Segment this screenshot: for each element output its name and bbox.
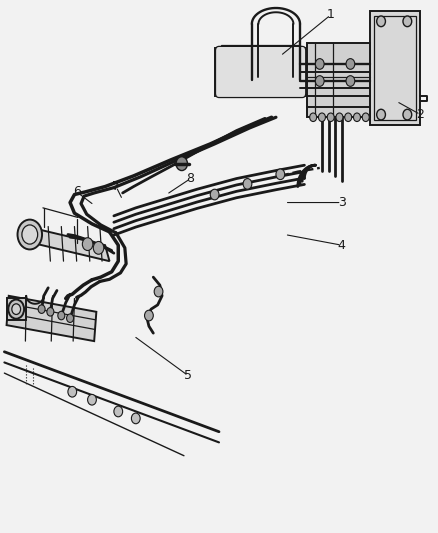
Circle shape (318, 113, 325, 122)
Circle shape (403, 16, 412, 27)
Circle shape (22, 225, 38, 244)
Text: 8: 8 (187, 172, 194, 185)
Circle shape (38, 305, 45, 313)
Circle shape (377, 16, 385, 27)
Circle shape (336, 113, 343, 122)
Text: 7: 7 (112, 180, 120, 193)
Circle shape (58, 311, 65, 320)
Circle shape (131, 413, 140, 424)
Circle shape (114, 406, 123, 417)
Circle shape (345, 113, 352, 122)
Circle shape (154, 286, 163, 297)
Circle shape (18, 220, 42, 249)
FancyBboxPatch shape (215, 46, 306, 98)
Polygon shape (26, 227, 110, 261)
Circle shape (377, 109, 385, 120)
Circle shape (8, 300, 24, 319)
Polygon shape (215, 48, 307, 96)
Circle shape (353, 113, 360, 122)
Circle shape (346, 76, 355, 86)
Text: 2: 2 (417, 108, 424, 121)
Circle shape (362, 113, 369, 122)
Circle shape (310, 113, 317, 122)
Text: 5: 5 (184, 369, 192, 382)
Circle shape (346, 59, 355, 69)
Circle shape (403, 109, 412, 120)
Polygon shape (370, 11, 420, 125)
Circle shape (93, 241, 104, 254)
Circle shape (276, 169, 285, 180)
Polygon shape (7, 298, 26, 320)
Circle shape (210, 189, 219, 200)
Text: 4: 4 (338, 239, 346, 252)
Circle shape (327, 113, 334, 122)
Circle shape (243, 179, 252, 189)
Circle shape (12, 304, 21, 314)
Polygon shape (221, 45, 300, 51)
Circle shape (176, 157, 187, 171)
Polygon shape (7, 296, 96, 341)
Text: 3: 3 (338, 196, 346, 209)
Circle shape (47, 308, 54, 316)
Circle shape (315, 59, 324, 69)
Circle shape (145, 310, 153, 321)
Circle shape (315, 76, 324, 86)
Text: 6: 6 (73, 185, 81, 198)
Polygon shape (307, 43, 370, 117)
Text: 1: 1 (327, 9, 335, 21)
Circle shape (67, 314, 74, 322)
Circle shape (68, 386, 77, 397)
Circle shape (88, 394, 96, 405)
Circle shape (82, 238, 93, 251)
